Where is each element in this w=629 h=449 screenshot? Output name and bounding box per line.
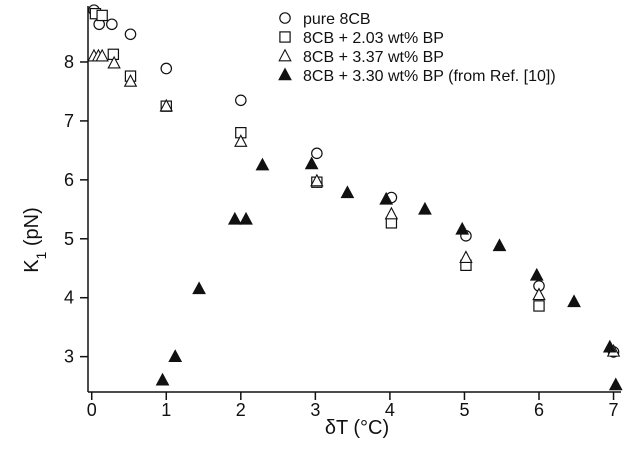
data-point-series-2-10 <box>533 300 545 312</box>
x-tick-label: 2 <box>236 400 246 420</box>
legend-label-3: 8CB + 3.37 wt% BP <box>303 49 444 66</box>
legend-label-4: 8CB + 3.30 wt% BP (from Ref. [10]) <box>303 68 556 85</box>
data-point-series-4-3 <box>192 281 206 295</box>
data-point-series-4-6 <box>255 157 270 171</box>
data-point-series-4-2 <box>168 349 183 362</box>
ticks-layer: 0 1 2 3 4 5 6 7 3 4 5 6 7 8 <box>64 52 619 420</box>
data-point-series-4-16 <box>608 377 623 391</box>
legend-marker-2 <box>279 31 291 43</box>
y-tick-label: 5 <box>64 229 74 249</box>
data-point-series-4-10 <box>418 201 432 215</box>
x-tick-label: 5 <box>459 400 469 420</box>
legend-marker-3 <box>278 48 292 62</box>
data-point-series-4-5 <box>239 211 253 225</box>
x-tick-label: 3 <box>310 400 320 420</box>
data-point-series-1-3 <box>106 18 118 31</box>
data-point-series-3-10 <box>459 250 473 263</box>
data-point-series-3-3 <box>95 48 109 62</box>
x-axis-title: δT (°C) <box>325 417 389 439</box>
data-point-series-3-5 <box>123 74 138 87</box>
data-point-series-3-7 <box>234 134 248 147</box>
x-tick-label: 7 <box>609 400 619 420</box>
data-point-series-4-15 <box>602 339 617 353</box>
data-point-series-3-8 <box>310 173 324 187</box>
legend-marker-1 <box>279 12 291 24</box>
data-point-series-4-7 <box>304 156 319 170</box>
data-point-series-1-6 <box>235 94 247 107</box>
y-axis-title-suffix: (pN) <box>21 207 43 251</box>
legend-item-1: pure 8CB <box>279 11 371 28</box>
x-tick-label: 1 <box>161 400 171 420</box>
x-tick-label: 4 <box>385 400 395 420</box>
legend-item-2: 8CB + 2.03 wt% BP <box>279 30 444 47</box>
y-tick-label: 6 <box>64 170 74 190</box>
legend-label-2: 8CB + 2.03 wt% BP <box>303 30 444 47</box>
y-tick-label: 8 <box>64 52 74 72</box>
series-3 <box>87 48 621 357</box>
y-axis-title-subscript: 1 <box>33 251 49 259</box>
legend-item-4: 8CB + 3.30 wt% BP (from Ref. [10]) <box>278 67 556 85</box>
data-point-series-4-13 <box>529 267 544 281</box>
data-point-series-3-4 <box>107 55 121 69</box>
y-axis-title-prefix: K <box>21 259 43 273</box>
data-point-series-4-9 <box>379 191 394 205</box>
data-point-series-4-14 <box>567 294 581 308</box>
data-point-series-3-11 <box>532 287 546 301</box>
legend-label-1: pure 8CB <box>303 11 371 28</box>
axes-layer <box>87 6 621 393</box>
y-tick-label: 3 <box>64 347 74 367</box>
legend-item-3: 8CB + 3.37 wt% BP <box>278 48 444 66</box>
legend-marker-4 <box>278 67 292 81</box>
data-point-series-1-4 <box>124 28 137 41</box>
points-layer <box>87 4 623 391</box>
x-tick-label: 0 <box>87 400 97 420</box>
data-point-series-4-12 <box>492 238 507 252</box>
data-point-series-4-11 <box>455 221 470 235</box>
data-point-series-3-6 <box>159 98 173 112</box>
y-tick-label: 4 <box>64 288 74 308</box>
y-tick-label: 7 <box>64 111 74 131</box>
data-point-series-2-2 <box>96 9 108 22</box>
data-point-series-4-1 <box>155 372 170 386</box>
data-point-series-1-7 <box>311 147 323 160</box>
legend: pure 8CB 8CB + 2.03 wt% BP 8CB + 3.37 wt% … <box>278 11 556 85</box>
data-point-series-4-4 <box>227 211 242 225</box>
x-tick-label: 6 <box>534 400 544 420</box>
series-4 <box>155 156 623 391</box>
data-point-series-4-8 <box>340 185 355 199</box>
y-axis-title: K1 (pN) <box>21 207 49 273</box>
data-point-series-3-9 <box>384 206 399 220</box>
y-axis-title-group: K1 (pN) <box>21 207 49 273</box>
data-point-series-1-5 <box>160 62 173 75</box>
